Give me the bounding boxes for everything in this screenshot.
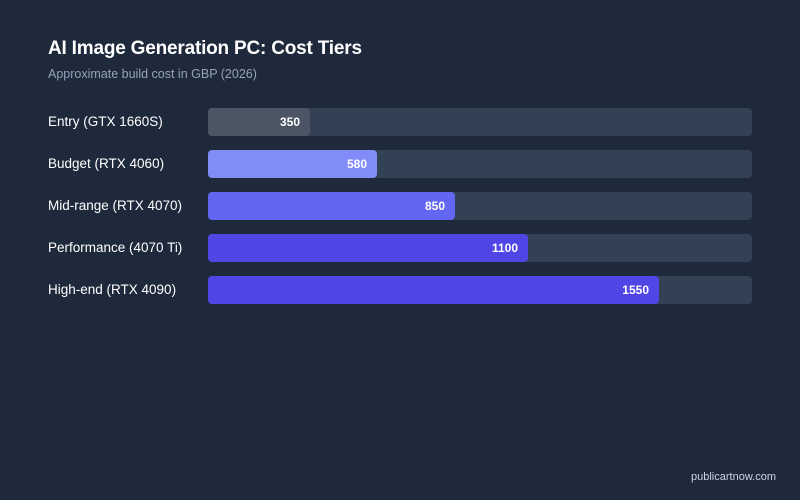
bar-value-label: 580 bbox=[346, 157, 367, 171]
category-label: Mid-range (RTX 4070) bbox=[48, 198, 183, 213]
bar-track: 580 bbox=[208, 150, 752, 178]
bar: 350 bbox=[208, 108, 310, 136]
bar: 850 bbox=[208, 192, 455, 220]
bar-row: High-end (RTX 4090) 1550 bbox=[0, 276, 800, 304]
source-footer: publicartnow.com bbox=[691, 471, 776, 483]
bar-value-label: 1100 bbox=[491, 241, 518, 255]
chart-subtitle: Approximate build cost in GBP (2026) bbox=[48, 67, 257, 81]
bar-row: Performance (4070 Ti) 1100 bbox=[0, 234, 800, 262]
bar-track: 850 bbox=[208, 192, 752, 220]
bar-row: Mid-range (RTX 4070) 850 bbox=[0, 192, 800, 220]
bar-value-label: 850 bbox=[424, 199, 445, 213]
category-label: High-end (RTX 4090) bbox=[48, 282, 177, 297]
bar: 580 bbox=[208, 150, 377, 178]
bar-value-label: 1550 bbox=[622, 283, 649, 297]
bar-track: 1100 bbox=[208, 234, 752, 262]
bar: 1550 bbox=[208, 276, 659, 304]
chart-title: AI Image Generation PC: Cost Tiers bbox=[48, 38, 362, 59]
bar-row: Entry (GTX 1660S) 350 bbox=[0, 108, 800, 136]
bar-track: 350 bbox=[208, 108, 752, 136]
bar-value-label: 350 bbox=[279, 115, 300, 129]
category-label: Entry (GTX 1660S) bbox=[48, 114, 163, 129]
bar-row: Budget (RTX 4060) 580 bbox=[0, 150, 800, 178]
bar-track: 1550 bbox=[208, 276, 752, 304]
category-label: Performance (4070 Ti) bbox=[48, 240, 183, 255]
category-label: Budget (RTX 4060) bbox=[48, 156, 165, 171]
bar: 1100 bbox=[208, 234, 528, 262]
